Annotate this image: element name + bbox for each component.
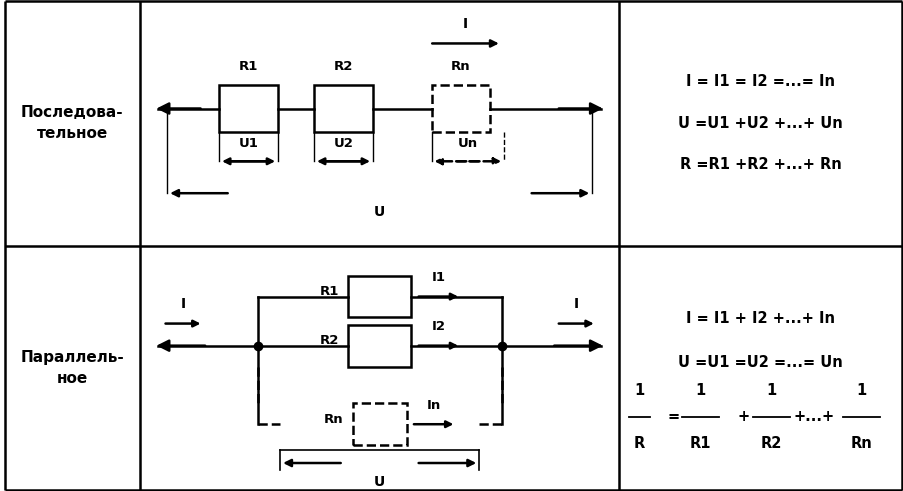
Text: Последова-
тельное: Последова- тельное: [21, 105, 124, 141]
Text: I = I1 + I2 +...+ In: I = I1 + I2 +...+ In: [685, 311, 834, 326]
Text: 1: 1: [633, 383, 644, 398]
Text: In: In: [426, 399, 441, 412]
Text: R =R1 +R2 +...+ Rn: R =R1 +R2 +...+ Rn: [679, 158, 841, 172]
Text: I = I1 = I2 =...= In: I = I1 = I2 =...= In: [685, 74, 834, 89]
Bar: [219, 85, 278, 132]
Text: I: I: [573, 297, 578, 311]
Text: R1: R1: [320, 285, 339, 298]
Text: R1: R1: [238, 60, 258, 73]
Bar: [314, 85, 373, 132]
Text: I2: I2: [431, 321, 445, 333]
Bar: [348, 275, 411, 317]
Text: U =U1 =U2 =...= Un: U =U1 =U2 =...= Un: [677, 355, 842, 370]
Text: U: U: [374, 475, 385, 490]
Bar: [348, 325, 411, 366]
Text: I: I: [181, 297, 185, 311]
Bar: [432, 85, 489, 132]
Text: U: U: [374, 206, 385, 219]
Text: I: I: [462, 17, 468, 31]
Text: 1: 1: [765, 383, 776, 398]
Text: U2: U2: [333, 137, 353, 150]
Text: Параллель-
ное: Параллель- ное: [21, 350, 124, 386]
Text: Un: Un: [457, 137, 478, 150]
Text: Rn: Rn: [451, 60, 470, 73]
Bar: [352, 404, 406, 445]
Text: =: =: [666, 409, 679, 424]
Text: R2: R2: [320, 334, 339, 347]
Text: 1: 1: [855, 383, 866, 398]
Text: R2: R2: [333, 60, 353, 73]
Text: +...+: +...+: [793, 409, 834, 424]
Text: R2: R2: [759, 436, 781, 451]
Text: I1: I1: [431, 272, 445, 284]
Text: Rn: Rn: [324, 413, 343, 426]
Text: R1: R1: [689, 436, 711, 451]
Text: R: R: [633, 436, 644, 451]
Text: +: +: [737, 409, 749, 424]
Text: Rn: Rn: [850, 436, 871, 451]
Text: 1: 1: [694, 383, 705, 398]
Text: U =U1 +U2 +...+ Un: U =U1 +U2 +...+ Un: [677, 116, 842, 131]
Text: U1: U1: [238, 137, 258, 150]
